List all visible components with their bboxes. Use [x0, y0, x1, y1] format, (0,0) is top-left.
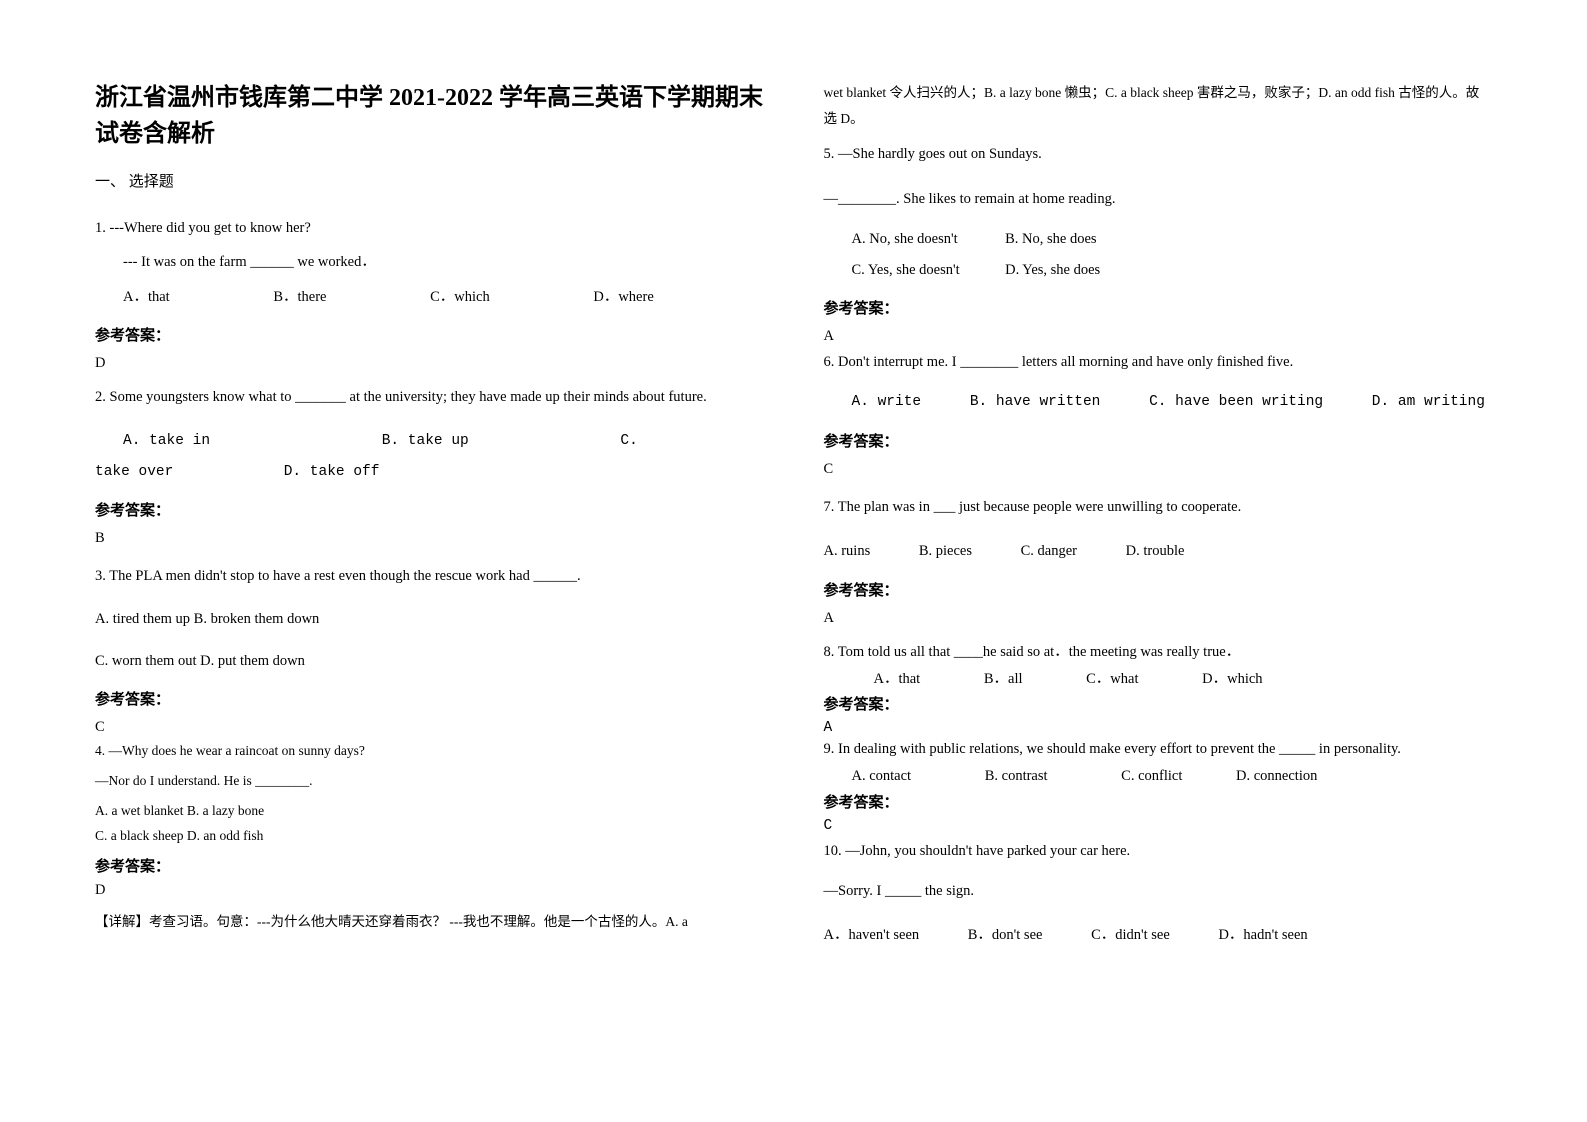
q6-optD: D. am writing	[1372, 394, 1485, 410]
q9-optC: C. conflict	[1121, 765, 1182, 788]
q5-optC: C. Yes, she doesn't	[852, 255, 1002, 285]
q10-stem: 10. —John, you shouldn't have parked you…	[824, 836, 1493, 866]
q8-answer: A	[824, 720, 1493, 736]
q2-answer: B	[95, 530, 764, 547]
q4-explain1: 【详解】考查习语。句意：---为什么他大晴天还穿着雨衣？ ---我也不理解。他是…	[95, 909, 764, 935]
right-column: wet blanket 令人扫兴的人；B. a lazy bone 懒虫；C. …	[824, 80, 1493, 1082]
q2-options: A. take in B. take up C.	[95, 426, 764, 456]
q10-options: A．haven't seen B．don't see C．didn't see …	[824, 920, 1493, 950]
q1-answer-label: 参考答案：	[95, 324, 764, 345]
q4-answer-label: 参考答案：	[95, 855, 764, 876]
q3-stem: 3. The PLA men didn't stop to have a res…	[95, 561, 764, 591]
q7-options: A. ruins B. pieces C. danger D. trouble	[824, 536, 1493, 566]
q6-answer-label: 参考答案：	[824, 430, 1493, 451]
q2-answer-label: 参考答案：	[95, 499, 764, 520]
q2-optD: D. take off	[284, 464, 380, 480]
q5-line2: —________. She likes to remain at home r…	[824, 184, 1493, 214]
q1-answer: D	[95, 355, 764, 372]
q8-optA: A．that	[874, 668, 921, 691]
q8-optD: D．which	[1202, 671, 1262, 687]
q7-optA: A. ruins	[824, 536, 871, 566]
q2-optC2: take over	[95, 457, 275, 487]
q9-answer: C	[824, 818, 1493, 834]
q1-optC: C．which	[430, 282, 490, 312]
q2-stem: 2. Some youngsters know what to _______ …	[95, 382, 764, 414]
q8-optB: B．all	[984, 668, 1023, 691]
q7-answer: A	[824, 610, 1493, 627]
q6-options: A. write B. have written C. have been wr…	[824, 387, 1493, 417]
q4-lineCD: C. a black sheep D. an odd fish	[95, 823, 764, 849]
q4-explain2: wet blanket 令人扫兴的人；B. a lazy bone 懒虫；C. …	[824, 80, 1493, 131]
document-title: 浙江省温州市钱库第二中学 2021-2022 学年高三英语下学期期末试卷含解析	[95, 80, 764, 152]
q6-optC: C. have been writing	[1149, 387, 1323, 417]
q9-optD: D. connection	[1236, 768, 1317, 784]
q6-optA: A. write	[852, 387, 922, 417]
q2-options2: take over D. take off	[95, 457, 764, 487]
q3-lineAB: A. tired them up B. broken them down	[95, 604, 764, 634]
q4-lineAB: A. a wet blanket B. a lazy bone	[95, 798, 764, 824]
q2-optA: A. take in	[123, 426, 373, 456]
q3-lineCD: C. worn them out D. put them down	[95, 646, 764, 676]
q6-answer: C	[824, 461, 1493, 478]
q5-optA: A. No, she doesn't	[852, 224, 1002, 254]
q8-optC: C．what	[1086, 668, 1138, 691]
q1-stem: 1. ---Where did you get to know her?	[95, 213, 764, 243]
q5-optD: D. Yes, she does	[1005, 262, 1100, 278]
q10-optB: B．don't see	[968, 920, 1043, 950]
q9-stem: 9. In dealing with public relations, we …	[824, 738, 1493, 761]
q10-line2: —Sorry. I _____ the sign.	[824, 876, 1493, 906]
q2-optC: C.	[620, 433, 637, 449]
q9-optB: B. contrast	[985, 765, 1048, 788]
q10-optD: D．hadn't seen	[1218, 927, 1307, 943]
section-title: 一、 选择题	[95, 170, 764, 191]
q5-optionsAB: A. No, she doesn't B. No, she does	[824, 224, 1493, 254]
q1-options: A．that B．there C．which D．where	[95, 282, 764, 312]
q7-optC: C. danger	[1021, 536, 1077, 566]
q3-answer: C	[95, 719, 764, 736]
q1-optB: B．there	[273, 282, 326, 312]
q7-optD: D. trouble	[1126, 543, 1185, 559]
q1-optD: D．where	[593, 289, 653, 305]
q5-answer: A	[824, 328, 1493, 345]
q9-answer-label: 参考答案：	[824, 791, 1493, 812]
q5-stem: 5. —She hardly goes out on Sundays.	[824, 139, 1493, 169]
q1-line2: --- It was on the farm ______ we worked．	[95, 247, 764, 277]
q2-optB: B. take up	[382, 426, 612, 456]
q6-optB: B. have written	[970, 387, 1101, 417]
q7-optB: B. pieces	[919, 536, 972, 566]
left-column: 浙江省温州市钱库第二中学 2021-2022 学年高三英语下学期期末试卷含解析 …	[95, 80, 764, 1082]
q7-answer-label: 参考答案：	[824, 579, 1493, 600]
q9-optA: A. contact	[852, 765, 912, 788]
q8-options: A．that B．all C．what D．which	[824, 668, 1493, 691]
q4-answer: D	[95, 882, 764, 899]
q8-answer-label: 参考答案：	[824, 693, 1493, 714]
q6-stem: 6. Don't interrupt me. I ________ letter…	[824, 347, 1493, 377]
q3-answer-label: 参考答案：	[95, 688, 764, 709]
q5-optionsCD: C. Yes, she doesn't D. Yes, she does	[824, 255, 1493, 285]
q4-stem: 4. —Why does he wear a raincoat on sunny…	[95, 738, 764, 764]
q5-optB: B. No, she does	[1005, 231, 1096, 247]
q4-line2: —Nor do I understand. He is ________.	[95, 768, 764, 794]
q7-stem: 7. The plan was in ___ just because peop…	[824, 492, 1493, 522]
q5-answer-label: 参考答案：	[824, 297, 1493, 318]
q1-optA: A．that	[123, 282, 170, 312]
q8-stem: 8. Tom told us all that ____he said so a…	[824, 641, 1493, 664]
q10-optA: A．haven't seen	[824, 920, 920, 950]
q10-optC: C．didn't see	[1091, 920, 1170, 950]
q9-options: A. contact B. contrast C. conflict D. co…	[824, 765, 1493, 788]
